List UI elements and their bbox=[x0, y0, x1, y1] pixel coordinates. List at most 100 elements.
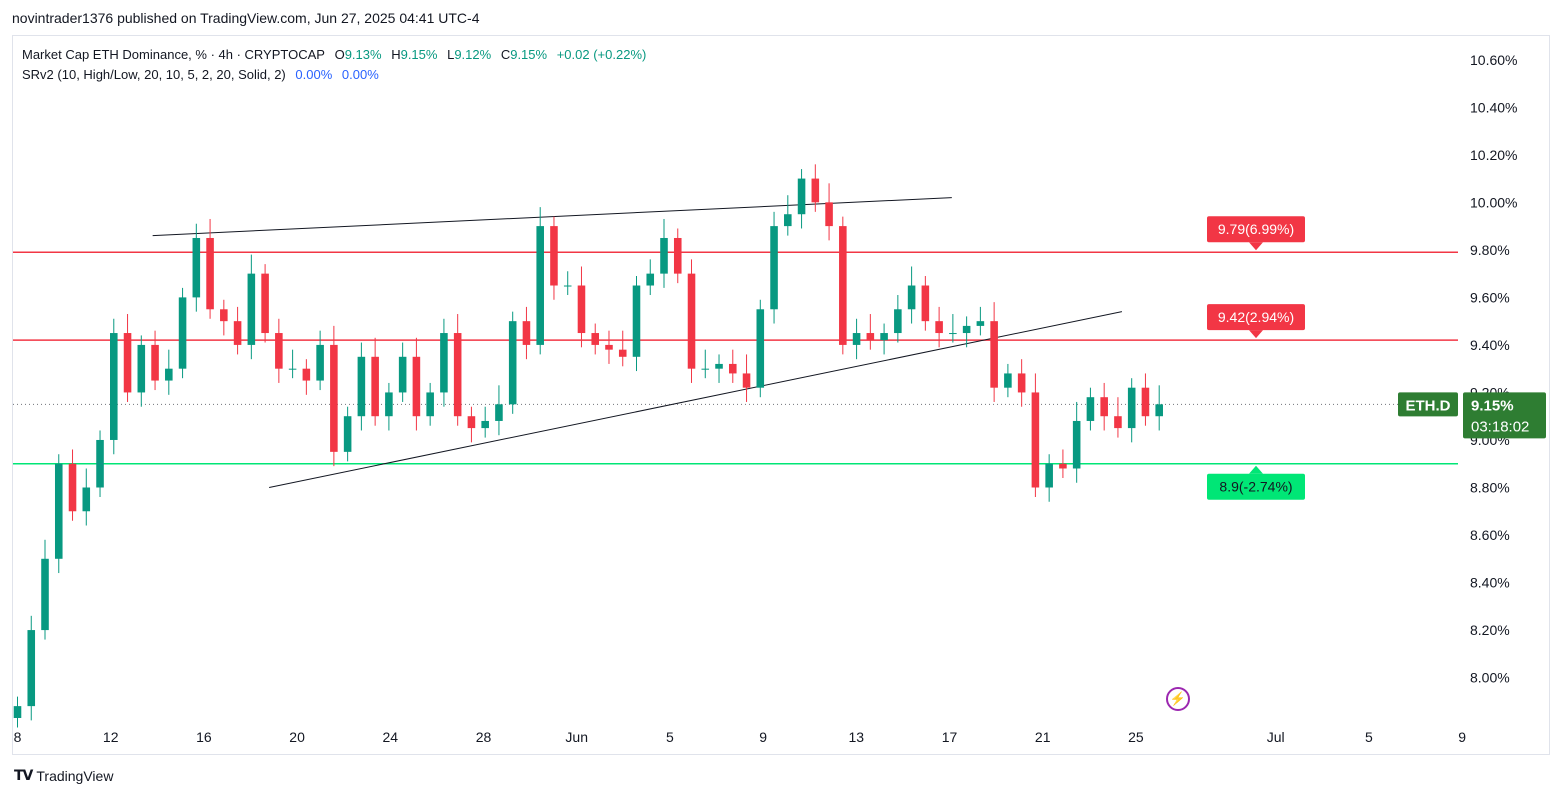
legend-close: 9.15% bbox=[510, 47, 548, 62]
footer-branding: TV TradingView bbox=[14, 768, 113, 784]
candle-body bbox=[54, 463, 63, 559]
candle bbox=[591, 323, 600, 355]
level-tag-0: 9.79(6.99%) bbox=[1207, 216, 1305, 251]
candle bbox=[770, 211, 778, 324]
candle-body bbox=[247, 273, 256, 345]
x-tick-label: 13 bbox=[849, 729, 865, 745]
x-tick-label: 20 bbox=[289, 729, 305, 745]
candle bbox=[302, 359, 311, 395]
candle bbox=[288, 349, 297, 379]
candle bbox=[385, 382, 393, 431]
candle bbox=[82, 468, 91, 526]
candle-body bbox=[330, 344, 338, 452]
candle-body bbox=[632, 285, 641, 357]
y-tick-label: 10.40% bbox=[1470, 99, 1517, 115]
candle-body bbox=[261, 273, 269, 334]
candle-body bbox=[288, 368, 297, 370]
candle-body bbox=[302, 368, 311, 381]
candle bbox=[27, 615, 36, 721]
candle bbox=[1114, 397, 1122, 438]
candle bbox=[577, 266, 586, 348]
candle-body bbox=[495, 404, 503, 421]
candle bbox=[137, 335, 146, 407]
candle-body bbox=[467, 416, 476, 429]
candle bbox=[563, 271, 572, 296]
candle-body bbox=[660, 237, 668, 274]
candle-body bbox=[412, 356, 421, 417]
price-tag-countdown: 03:18:02 bbox=[1471, 418, 1529, 435]
chart-legend: Market Cap ETH Dominance, % · 4h · CRYPT… bbox=[22, 45, 646, 85]
candle bbox=[165, 349, 173, 395]
candle-body bbox=[1045, 463, 1053, 488]
y-tick-label: 8.60% bbox=[1470, 527, 1510, 543]
candle bbox=[962, 316, 971, 348]
candle-body bbox=[811, 178, 820, 203]
candle-body bbox=[935, 321, 943, 334]
indicator-value-1: 0.00% bbox=[295, 67, 333, 82]
candle bbox=[852, 318, 861, 360]
candle-body bbox=[110, 333, 118, 440]
candle-body bbox=[687, 273, 696, 369]
footer-brand-text: TradingView bbox=[36, 768, 114, 784]
candle bbox=[921, 276, 930, 331]
candle-body bbox=[907, 285, 916, 310]
legend-high-label: H bbox=[391, 47, 401, 62]
candle bbox=[990, 302, 998, 402]
candle-body bbox=[68, 463, 77, 512]
candle bbox=[54, 454, 63, 574]
symbol-tag-box bbox=[1398, 392, 1458, 417]
candle-body bbox=[357, 356, 366, 417]
legend-title: Market Cap ETH Dominance, % · 4h · CRYPT… bbox=[22, 47, 325, 62]
candle bbox=[1100, 382, 1108, 431]
x-tick-label: 8 bbox=[14, 729, 22, 745]
y-tick-label: 9.60% bbox=[1470, 289, 1510, 305]
candle-body bbox=[1072, 420, 1081, 469]
candle-body bbox=[715, 363, 723, 369]
candle-body bbox=[880, 333, 888, 341]
candle bbox=[1127, 378, 1136, 443]
candle-body bbox=[481, 420, 489, 429]
candle-body bbox=[756, 309, 765, 388]
candle bbox=[1059, 449, 1067, 478]
candle-body bbox=[825, 202, 833, 227]
x-tick-label: 24 bbox=[383, 729, 399, 745]
candle bbox=[949, 314, 957, 343]
candle bbox=[866, 314, 875, 350]
candle bbox=[701, 349, 710, 379]
candle bbox=[839, 216, 847, 355]
candle bbox=[784, 195, 792, 236]
candle bbox=[96, 430, 104, 498]
candle-body bbox=[371, 356, 379, 417]
candle-body bbox=[1155, 404, 1163, 417]
candle bbox=[976, 306, 985, 336]
candle bbox=[1045, 454, 1053, 502]
candle bbox=[343, 406, 352, 462]
candle-body bbox=[1004, 373, 1012, 388]
legend-change: +0.02 (+0.22%) bbox=[556, 47, 647, 62]
candle-body bbox=[536, 226, 544, 345]
candle bbox=[123, 314, 132, 402]
y-tick-label: 8.20% bbox=[1470, 622, 1510, 638]
candle-body bbox=[192, 237, 201, 298]
candle bbox=[1004, 363, 1012, 398]
x-tick-label: 21 bbox=[1035, 729, 1051, 745]
candle bbox=[440, 318, 448, 407]
candle bbox=[1086, 387, 1095, 431]
candle bbox=[1155, 385, 1163, 431]
alert-bolt-icon[interactable]: ⚡ bbox=[1166, 687, 1190, 711]
candle-body bbox=[852, 333, 861, 345]
candle bbox=[646, 259, 655, 296]
candle-body bbox=[1031, 392, 1040, 488]
candle bbox=[316, 330, 324, 391]
legend-main-row: Market Cap ETH Dominance, % · 4h · CRYPT… bbox=[22, 45, 646, 65]
candle-body bbox=[990, 321, 998, 388]
candle-body bbox=[233, 321, 242, 345]
candle bbox=[715, 354, 723, 383]
candle-body bbox=[522, 321, 531, 345]
candle-body bbox=[784, 214, 792, 227]
candle-body bbox=[563, 285, 572, 287]
candle bbox=[453, 314, 462, 426]
candle bbox=[495, 385, 503, 436]
candle-body bbox=[275, 333, 283, 369]
